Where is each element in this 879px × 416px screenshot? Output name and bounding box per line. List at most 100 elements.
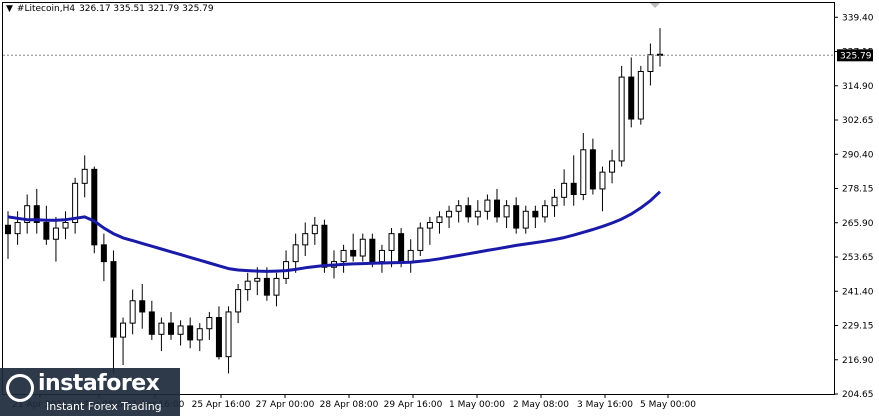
candle-body [148,311,155,335]
y-tick-label: 204.65 [842,390,874,400]
candle-body [532,210,539,218]
logo-tagline: Instant Forex Trading [46,400,162,413]
price-tag: 325.79 [837,49,873,62]
candle [589,138,596,195]
candle-body [455,205,462,212]
candle-body [81,168,88,184]
candle-body [311,224,318,235]
candle-body [235,289,242,313]
y-tick-label: 302.65 [842,116,874,126]
candle [24,194,31,234]
candle [657,28,663,67]
y-tick-label: 229.15 [842,322,874,332]
candle-body [609,160,616,173]
candle-body [551,196,558,207]
candles-layer [5,28,663,374]
candle [618,65,625,167]
y-tick-label: 265.90 [842,219,874,229]
candle-body [628,76,635,120]
y-tick-label: 253.65 [842,253,874,263]
candle [72,177,79,234]
candle [120,317,127,366]
candle-body [196,328,203,341]
x-tick-label: 28 Apr 08:00 [320,400,379,410]
candle-body [215,317,222,358]
candle-body [168,322,174,335]
candle-body [91,168,98,246]
candle [43,205,50,245]
candle [100,233,107,282]
candle-body [522,210,529,229]
candle-body [426,221,433,229]
candle [455,200,462,223]
chevron-down-icon[interactable]: ▼ [6,4,13,14]
candle-body [570,182,577,196]
candle [177,320,184,346]
chart-header: ▼ #Litecoin,H4 326.17 335.51 321.79 325.79 [6,4,218,14]
candle [426,216,433,245]
candle-body [580,149,587,196]
candle [81,155,88,198]
candle [244,272,251,301]
price-tag-box [837,49,873,62]
candle [369,233,376,268]
candle-body [589,149,596,190]
candle [321,219,328,273]
candle [139,283,146,329]
moving-average-line [7,190,662,273]
candle [168,311,174,340]
candle [283,250,290,284]
y-tick-label: 216.90 [842,356,874,366]
candle-body [407,249,414,263]
candle [494,188,500,223]
candle [110,250,117,374]
candle [196,323,203,352]
x-tick-label: 1 May 00:00 [449,400,505,410]
candle-body [187,325,194,341]
candle-body [321,224,328,268]
candle [388,228,395,268]
candle [446,205,453,229]
candle [206,311,213,340]
x-tick-label: 29 Apr 16:00 [384,400,443,410]
candle [580,133,587,201]
y-tick-label: 290.40 [842,150,874,160]
candle-body [417,227,424,251]
y-tick-label: 241.40 [842,287,874,297]
candle [484,194,491,220]
y-tick-label: 339.40 [842,13,874,23]
x-tick-label: 25 Apr 16:00 [192,400,251,410]
candle [407,239,414,273]
scroll-marker-icon[interactable] [650,3,660,8]
candle-body [350,249,357,257]
candle [225,306,232,374]
candle [158,317,165,352]
candle-body [52,227,59,240]
y-tick-label: 278.15 [842,185,874,195]
candle-body [647,54,654,72]
candle [129,289,136,335]
candle [609,149,616,184]
candle-body [206,317,213,330]
candle-body [100,244,107,263]
y-tick-label: 314.90 [842,82,874,92]
candle-body [388,233,395,251]
candle-body [369,238,376,263]
candle [302,222,309,257]
candle-body [254,277,261,282]
candle-body [273,277,280,296]
candle-body [43,221,50,240]
plot-area-frame [2,2,835,395]
candle [570,155,577,206]
candle [5,211,11,259]
candle-body [561,182,568,198]
candle-body [177,325,184,335]
candle [378,244,385,273]
symbol-label: #Litecoin,H4 [16,4,76,14]
candle-body [72,182,79,223]
candle [350,233,357,262]
candle [91,166,98,254]
candle-body [494,199,500,218]
candle-body [158,322,165,335]
